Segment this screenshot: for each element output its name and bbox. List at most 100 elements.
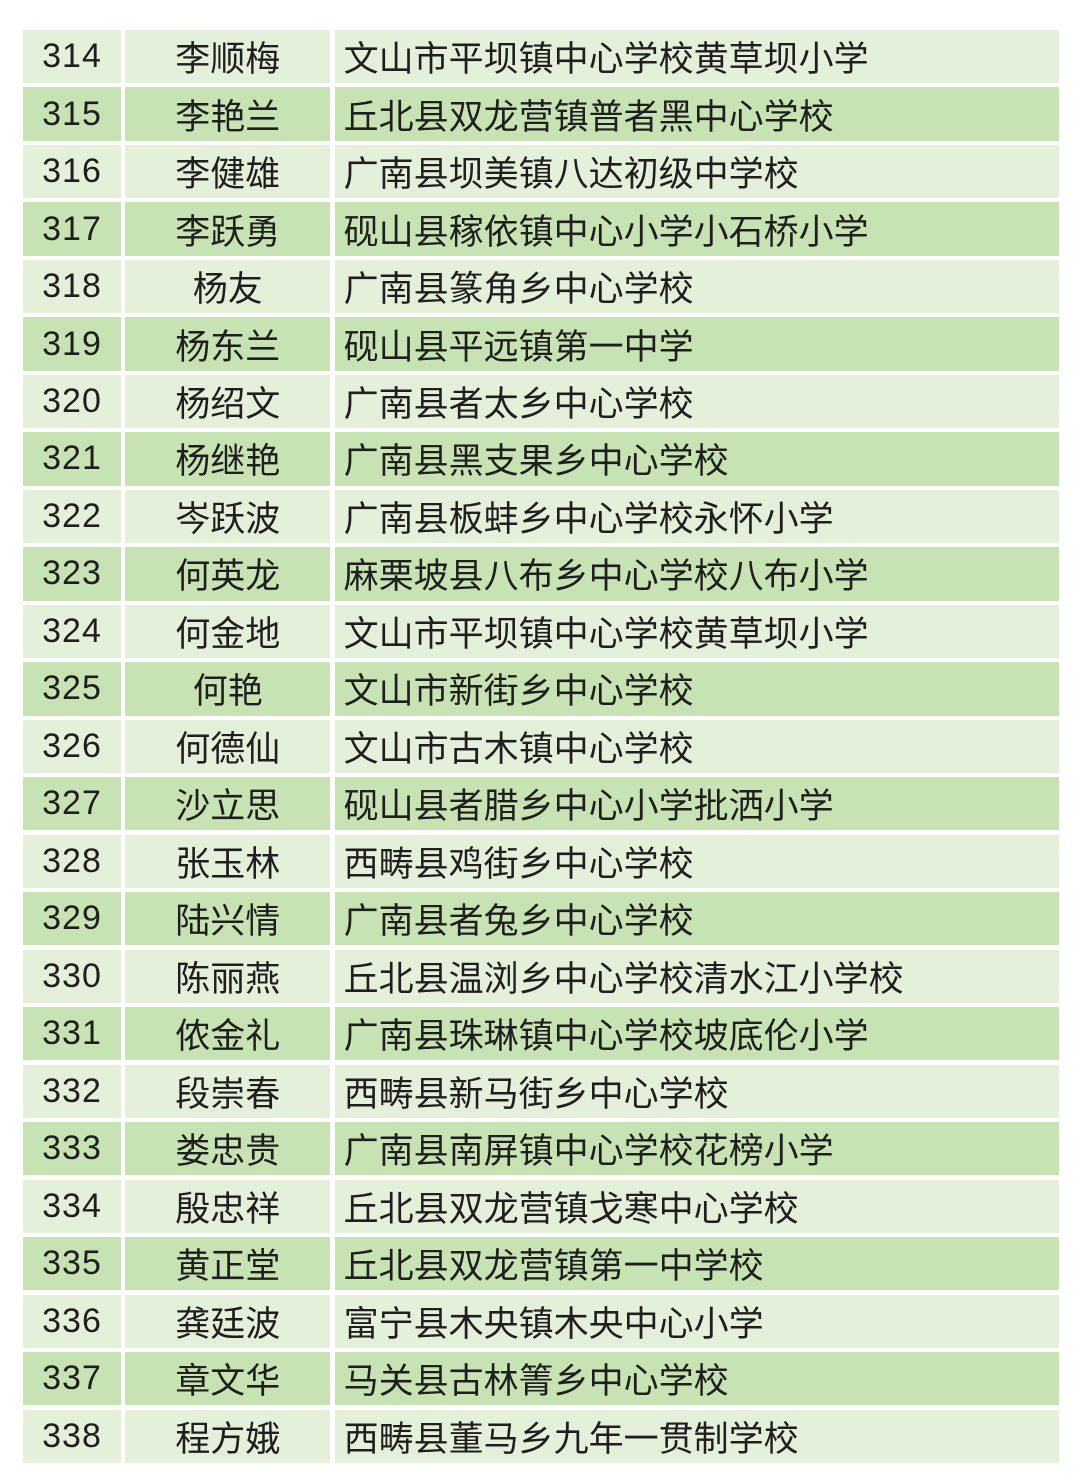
row-number-cell: 328 <box>23 834 121 888</box>
row-number: 338 <box>42 1416 102 1455</box>
name-cell: 黄正堂 <box>125 1237 331 1291</box>
row-number-cell: 322 <box>23 489 121 544</box>
school-name: 广南县者太乡中心学校 <box>343 385 694 424</box>
school-name: 广南县南屏镇中心学校花榜小学 <box>343 1132 834 1172</box>
name-cell: 章文华 <box>125 1352 331 1406</box>
row-number: 322 <box>42 496 102 535</box>
name-cell: 杨绍文 <box>125 374 331 429</box>
person-name: 岑跃波 <box>175 499 281 539</box>
name-cell: 陈丽燕 <box>125 949 331 1003</box>
name-cell: 杨东兰 <box>125 317 331 371</box>
person-name: 陈丽燕 <box>175 959 281 999</box>
row-number: 335 <box>42 1244 102 1283</box>
name-cell: 何艳 <box>125 662 331 716</box>
name-cell: 李跃勇 <box>125 202 331 256</box>
school-cell: 广南县板蚌乡中心学校永怀小学 <box>334 489 1059 544</box>
person-name: 何德仙 <box>175 729 281 769</box>
row-number-cell: 335 <box>23 1237 121 1291</box>
school-name: 广南县黑支果乡中心学校 <box>343 442 729 482</box>
row-number: 325 <box>42 669 102 708</box>
school-name: 丘北县双龙营镇戈寒中心学校 <box>343 1189 799 1229</box>
school-cell: 麻栗坡县八布乡中心学校八布小学 <box>334 547 1059 601</box>
person-name: 杨绍文 <box>175 385 281 424</box>
school-name: 广南县珠琳镇中心学校坡底伦小学 <box>343 1017 869 1057</box>
school-cell: 西畴县鸡街乡中心学校 <box>334 834 1059 888</box>
name-cell: 侬金礼 <box>125 1007 331 1061</box>
person-name: 娄忠贵 <box>175 1132 281 1172</box>
person-name: 李健雄 <box>175 155 281 195</box>
school-name: 广南县板蚌乡中心学校永怀小学 <box>343 499 834 539</box>
name-cell: 张玉林 <box>125 834 331 888</box>
row-number-cell: 333 <box>23 1122 121 1176</box>
row-number-cell: 337 <box>23 1352 121 1406</box>
row-number: 331 <box>42 1014 102 1053</box>
school-cell: 马关县古林箐乡中心学校 <box>334 1352 1059 1406</box>
school-name: 文山市新街乡中心学校 <box>343 672 694 712</box>
row-number: 317 <box>42 209 102 248</box>
school-cell: 丘北县双龙营镇普者黑中心学校 <box>334 87 1059 141</box>
row-number-cell: 332 <box>23 1064 121 1118</box>
row-number: 316 <box>42 152 102 191</box>
school-name: 广南县者兔乡中心学校 <box>343 902 694 942</box>
row-number-cell: 314 <box>23 30 121 84</box>
name-cell: 殷忠祥 <box>125 1179 331 1233</box>
school-name: 砚山县稼依镇中心小学小石桥小学 <box>343 212 869 252</box>
school-name: 文山市平坝镇中心学校黄草坝小学 <box>343 614 869 654</box>
name-cell: 何英龙 <box>125 547 331 601</box>
school-cell: 广南县南屏镇中心学校花榜小学 <box>334 1122 1059 1176</box>
row-number-cell: 319 <box>23 317 121 371</box>
teacher-roster-table: 314 李顺梅 文山市平坝镇中心学校黄草坝小学 315 李艳兰 丘北县双龙营镇普… <box>23 30 1059 1463</box>
row-number: 329 <box>42 899 102 938</box>
row-number: 323 <box>42 554 102 593</box>
school-name: 砚山县平远镇第一中学 <box>343 327 694 367</box>
row-number-cell: 338 <box>23 1409 121 1463</box>
row-number: 332 <box>42 1071 102 1110</box>
school-cell: 广南县黑支果乡中心学校 <box>334 432 1059 486</box>
name-cell: 李健雄 <box>125 144 331 199</box>
person-name: 章文华 <box>175 1362 281 1402</box>
row-number-cell: 324 <box>23 604 121 659</box>
row-number: 326 <box>42 726 102 765</box>
school-cell: 砚山县平远镇第一中学 <box>334 317 1059 371</box>
name-cell: 何金地 <box>125 604 331 659</box>
person-name: 杨继艳 <box>175 442 281 482</box>
school-name: 丘北县双龙营镇普者黑中心学校 <box>343 97 834 137</box>
person-name: 李艳兰 <box>175 97 281 137</box>
person-name: 程方娥 <box>175 1419 281 1459</box>
person-name: 何英龙 <box>175 557 281 597</box>
school-cell: 砚山县稼依镇中心小学小石桥小学 <box>334 202 1059 256</box>
name-cell: 杨友 <box>125 259 331 314</box>
name-cell: 陆兴情 <box>125 892 331 946</box>
row-number-cell: 318 <box>23 259 121 314</box>
row-number-cell: 326 <box>23 719 121 773</box>
row-number-cell: 316 <box>23 144 121 199</box>
person-name: 侬金礼 <box>175 1017 281 1057</box>
person-name: 殷忠祥 <box>175 1189 281 1229</box>
name-cell: 李顺梅 <box>125 30 331 84</box>
row-number: 337 <box>42 1359 102 1398</box>
school-cell: 丘北县双龙营镇第一中学校 <box>334 1237 1059 1291</box>
school-cell: 文山市平坝镇中心学校黄草坝小学 <box>334 30 1059 84</box>
row-number: 321 <box>42 439 102 478</box>
row-number: 328 <box>42 841 102 880</box>
row-number: 314 <box>42 37 102 76</box>
row-number: 315 <box>42 94 102 133</box>
school-name: 麻栗坡县八布乡中心学校八布小学 <box>343 557 869 597</box>
school-name: 马关县古林箐乡中心学校 <box>343 1362 729 1402</box>
school-cell: 文山市平坝镇中心学校黄草坝小学 <box>334 604 1059 659</box>
school-name: 广南县篆角乡中心学校 <box>343 270 694 310</box>
row-number-cell: 323 <box>23 547 121 601</box>
school-name: 丘北县温浏乡中心学校清水江小学校 <box>343 959 904 999</box>
school-name: 文山市古木镇中心学校 <box>343 729 694 769</box>
name-cell: 杨继艳 <box>125 432 331 486</box>
school-name: 西畴县鸡街乡中心学校 <box>343 844 694 884</box>
row-number-cell: 321 <box>23 432 121 486</box>
school-cell: 富宁县木央镇木央中心小学 <box>334 1294 1059 1348</box>
row-number: 319 <box>42 324 102 363</box>
person-name: 黄正堂 <box>175 1247 281 1287</box>
school-cell: 广南县者太乡中心学校 <box>334 374 1059 429</box>
person-name: 龚廷波 <box>175 1304 281 1344</box>
person-name: 陆兴情 <box>175 902 281 942</box>
person-name: 李跃勇 <box>175 212 281 252</box>
school-cell: 文山市新街乡中心学校 <box>334 662 1059 716</box>
